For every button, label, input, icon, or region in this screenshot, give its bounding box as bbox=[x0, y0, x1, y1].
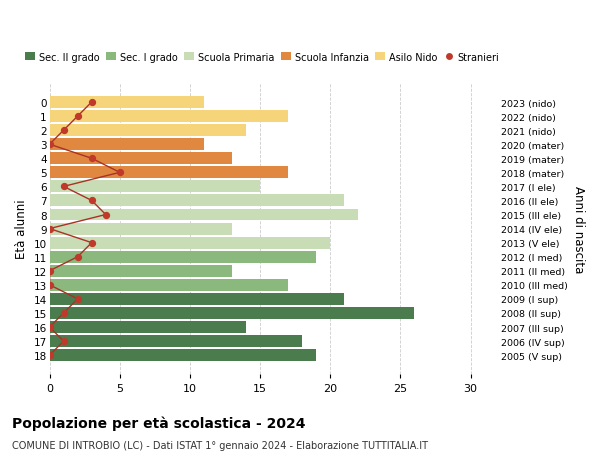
Point bbox=[45, 281, 55, 289]
Bar bbox=[50, 111, 288, 123]
Point bbox=[73, 253, 82, 261]
Point bbox=[59, 127, 68, 134]
Point bbox=[59, 183, 68, 190]
Bar bbox=[50, 125, 246, 137]
Point bbox=[87, 99, 97, 106]
Y-axis label: Anni di nascita: Anni di nascita bbox=[572, 185, 585, 273]
Point bbox=[87, 197, 97, 205]
Bar bbox=[50, 251, 316, 263]
Point bbox=[87, 155, 97, 162]
Bar bbox=[50, 167, 288, 179]
Bar bbox=[50, 223, 232, 235]
Bar bbox=[50, 139, 204, 151]
Bar bbox=[50, 195, 344, 207]
Bar bbox=[50, 153, 232, 165]
Bar bbox=[50, 97, 204, 109]
Bar bbox=[50, 279, 288, 291]
Point bbox=[45, 268, 55, 275]
Legend: Sec. II grado, Sec. I grado, Scuola Primaria, Scuola Infanzia, Asilo Nido, Stran: Sec. II grado, Sec. I grado, Scuola Prim… bbox=[23, 50, 502, 64]
Point bbox=[87, 240, 97, 247]
Point bbox=[73, 296, 82, 303]
Point bbox=[115, 169, 125, 177]
Y-axis label: Età alunni: Età alunni bbox=[15, 199, 28, 259]
Bar bbox=[50, 265, 232, 277]
Bar bbox=[50, 308, 415, 319]
Point bbox=[59, 338, 68, 345]
Point bbox=[45, 225, 55, 233]
Point bbox=[45, 324, 55, 331]
Bar bbox=[50, 321, 246, 333]
Bar bbox=[50, 237, 330, 249]
Bar bbox=[50, 293, 344, 305]
Point bbox=[59, 310, 68, 317]
Bar bbox=[50, 336, 302, 347]
Bar bbox=[50, 349, 316, 361]
Bar bbox=[50, 209, 358, 221]
Point bbox=[101, 212, 110, 219]
Text: Popolazione per età scolastica - 2024: Popolazione per età scolastica - 2024 bbox=[12, 415, 305, 430]
Point bbox=[45, 141, 55, 149]
Point bbox=[73, 113, 82, 121]
Text: COMUNE DI INTROBIO (LC) - Dati ISTAT 1° gennaio 2024 - Elaborazione TUTTITALIA.I: COMUNE DI INTROBIO (LC) - Dati ISTAT 1° … bbox=[12, 440, 428, 450]
Point bbox=[45, 352, 55, 359]
Bar bbox=[50, 181, 260, 193]
